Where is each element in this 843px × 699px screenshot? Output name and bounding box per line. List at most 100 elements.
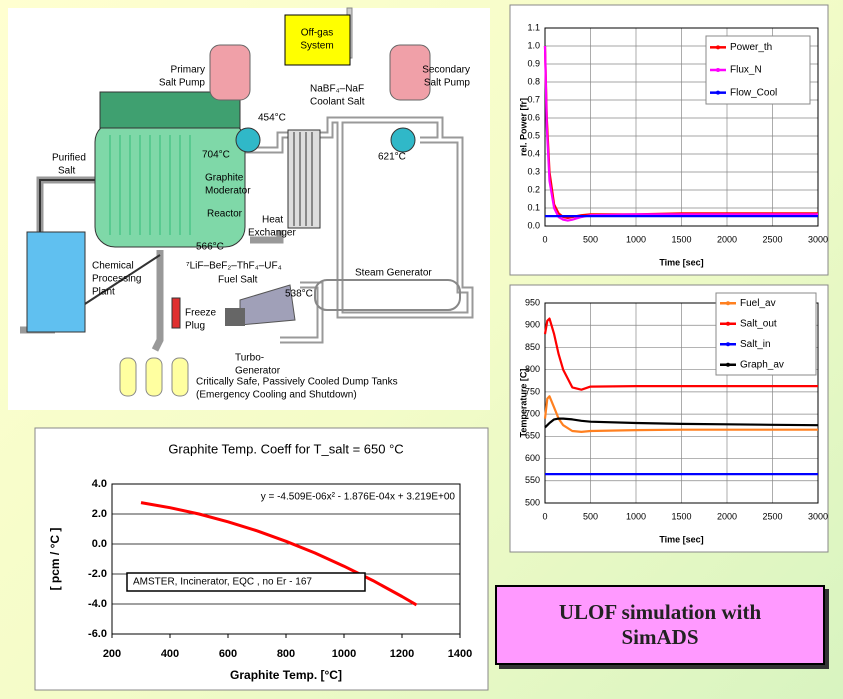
x-tick-label: 1000 bbox=[626, 234, 646, 244]
x-tick-label: 2500 bbox=[762, 234, 782, 244]
label: Freeze bbox=[185, 308, 217, 319]
y-tick-label: -4.0 bbox=[88, 598, 107, 610]
y-tick-label: 0.9 bbox=[527, 58, 540, 68]
x-tick-label: 200 bbox=[103, 648, 121, 660]
y-axis-label: [ pcm / °C ] bbox=[48, 528, 62, 591]
x-axis-label: Graphite Temp. [°C] bbox=[230, 668, 342, 682]
dump-tank bbox=[146, 358, 162, 396]
slide: Off-gas System Primary Salt Pump Seconda… bbox=[0, 0, 843, 699]
y-axis-label: Temperature [C] bbox=[518, 369, 528, 438]
label: Secondary bbox=[422, 65, 470, 76]
y-tick-label: 900 bbox=[525, 320, 540, 330]
y-tick-label: 0.7 bbox=[527, 94, 540, 104]
legend-marker bbox=[726, 363, 730, 367]
y-tick-label: -6.0 bbox=[88, 628, 107, 640]
y-tick-label: 0.0 bbox=[92, 538, 107, 550]
x-axis-label: Time [sec] bbox=[659, 257, 703, 267]
x-tick-label: 3000 bbox=[808, 511, 828, 521]
legend-label: Flow_Cool bbox=[730, 87, 777, 98]
x-tick-label: 600 bbox=[219, 648, 237, 660]
legend-label: Flux_N bbox=[730, 65, 762, 76]
y-tick-label: 2.0 bbox=[92, 508, 107, 520]
x-tick-label: 0 bbox=[542, 511, 547, 521]
caption: ULOF simulation with bbox=[559, 600, 761, 625]
msr-diagram: Off-gas System Primary Salt Pump Seconda… bbox=[8, 8, 490, 410]
primary-pump bbox=[210, 45, 250, 100]
dump-tank bbox=[120, 358, 136, 396]
x-axis-label: Time [sec] bbox=[659, 534, 703, 544]
y-tick-label: 0.1 bbox=[527, 202, 540, 212]
x-tick-label: 1000 bbox=[332, 648, 356, 660]
legend-marker bbox=[726, 342, 730, 346]
label: Chemical bbox=[92, 261, 134, 272]
y-tick-label: 0.5 bbox=[527, 130, 540, 140]
y-axis-label: rel. Power [fr] bbox=[518, 98, 528, 156]
label: 621°C bbox=[378, 152, 406, 163]
dump-tank bbox=[172, 358, 188, 396]
y-tick-label: 0.6 bbox=[527, 112, 540, 122]
caption: SimADS bbox=[621, 625, 698, 650]
legend-marker bbox=[726, 322, 730, 326]
y-tick-label: -2.0 bbox=[88, 568, 107, 580]
legend-label: Fuel_av bbox=[740, 298, 776, 309]
secondary-pump-head bbox=[391, 128, 415, 152]
x-tick-label: 500 bbox=[583, 511, 598, 521]
label: Heat bbox=[262, 215, 283, 226]
legend-label: Power_th bbox=[730, 42, 772, 53]
legend-label: Graph_av bbox=[740, 359, 784, 370]
label: Turbo- bbox=[235, 353, 264, 364]
annotation: y = -4.509E-06x² - 1.876E-04x + 3.219E+0… bbox=[261, 492, 456, 503]
x-tick-label: 800 bbox=[277, 648, 295, 660]
y-tick-label: 0.8 bbox=[527, 76, 540, 86]
x-tick-label: 2000 bbox=[717, 511, 737, 521]
y-tick-label: 850 bbox=[525, 342, 540, 352]
legend-marker bbox=[716, 91, 720, 95]
x-tick-label: 1200 bbox=[390, 648, 414, 660]
label: Coolant Salt bbox=[310, 97, 365, 108]
x-tick-label: 500 bbox=[583, 234, 598, 244]
generator bbox=[225, 308, 245, 326]
label: Exchanger bbox=[248, 228, 296, 239]
y-tick-label: 550 bbox=[525, 475, 540, 485]
freeze-plug bbox=[172, 298, 180, 328]
x-tick-label: 1500 bbox=[671, 234, 691, 244]
label: Processing bbox=[92, 274, 141, 285]
chart-title: Graphite Temp. Coeff for T_salt = 650 °C bbox=[168, 441, 403, 456]
label: ⁷LiF–BeF₂–ThF₄–UF₄ bbox=[186, 261, 282, 272]
legend-label: Salt_in bbox=[740, 339, 771, 350]
x-tick-label: 3000 bbox=[808, 234, 828, 244]
x-tick-label: 1500 bbox=[671, 511, 691, 521]
y-tick-label: 0.3 bbox=[527, 166, 540, 176]
y-tick-label: 600 bbox=[525, 453, 540, 463]
label: 704°C bbox=[202, 150, 230, 161]
legend-marker bbox=[716, 68, 720, 72]
label: Steam Generator bbox=[355, 268, 432, 279]
label: Plug bbox=[185, 321, 205, 332]
label: Fuel Salt bbox=[218, 275, 258, 286]
label: Primary bbox=[171, 65, 205, 76]
legend-marker bbox=[726, 301, 730, 305]
x-tick-label: 2500 bbox=[762, 511, 782, 521]
y-tick-label: 0.4 bbox=[527, 148, 540, 158]
x-tick-label: 2000 bbox=[717, 234, 737, 244]
label: Reactor bbox=[207, 209, 243, 220]
label: 454°C bbox=[258, 113, 286, 124]
x-tick-label: 1000 bbox=[626, 511, 646, 521]
x-tick-label: 400 bbox=[161, 648, 179, 660]
label: Critically Safe, Passively Cooled Dump T… bbox=[196, 377, 398, 388]
label: Salt bbox=[58, 166, 75, 177]
caption-box: ULOF simulation with SimADS bbox=[495, 585, 825, 665]
label: Off-gas bbox=[301, 28, 334, 39]
chemical-plant-box bbox=[27, 232, 85, 332]
label: (Emergency Cooling and Shutdown) bbox=[196, 390, 357, 401]
legend-marker bbox=[716, 45, 720, 49]
label: Plant bbox=[92, 287, 115, 298]
y-tick-label: 1.1 bbox=[527, 22, 540, 32]
label: Moderator bbox=[205, 186, 251, 197]
x-tick-label: 0 bbox=[542, 234, 547, 244]
label: Generator bbox=[235, 366, 281, 377]
label: 566°C bbox=[196, 242, 224, 253]
label: Salt Pump bbox=[159, 78, 206, 89]
y-tick-label: 0.2 bbox=[527, 184, 540, 194]
annotation: AMSTER, Incinerator, EQC , no Er - 167 bbox=[133, 577, 312, 588]
